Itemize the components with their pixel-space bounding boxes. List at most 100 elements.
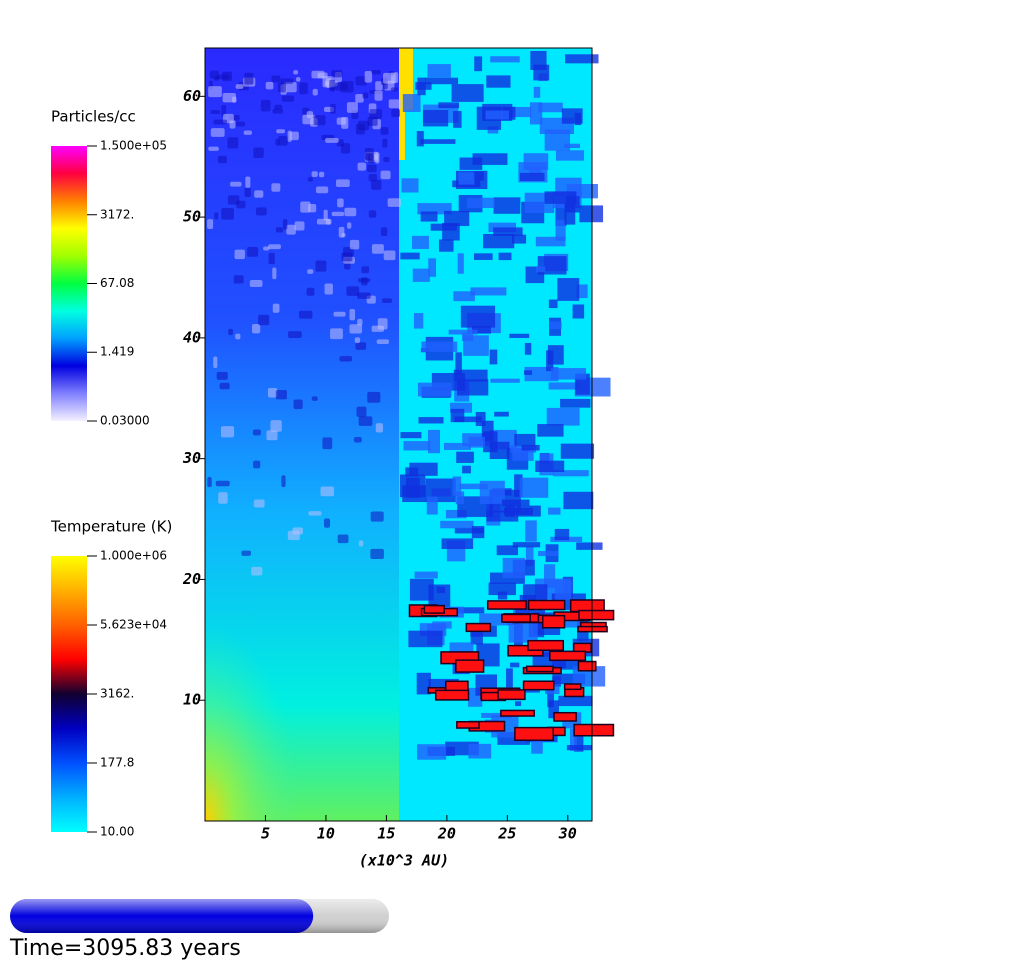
cell-pattern (548, 382, 581, 390)
cell-pattern (417, 744, 447, 760)
x-tick-label: 10 (317, 825, 335, 843)
cell-pattern (367, 116, 378, 126)
colorbar-tick-label: 1.419 (100, 345, 134, 359)
cell-pattern (364, 70, 373, 83)
colorbar (51, 146, 87, 421)
cell-pattern (490, 378, 520, 383)
cell-pattern (336, 117, 347, 125)
cell-pattern (361, 277, 368, 286)
cell-pattern (558, 695, 593, 707)
cell-pattern (235, 121, 246, 127)
cell-pattern (400, 252, 420, 260)
shock-cell (525, 665, 554, 673)
cell-pattern (247, 246, 259, 257)
cell-pattern (409, 578, 434, 601)
cell-pattern (244, 72, 254, 85)
shock-cell (501, 613, 531, 623)
cell-pattern (272, 108, 283, 114)
cell-pattern (489, 441, 510, 459)
cell-pattern (531, 740, 543, 754)
cell-pattern (497, 591, 508, 600)
cell-pattern (210, 128, 225, 137)
cell-pattern (358, 416, 373, 426)
cell-pattern (576, 284, 588, 299)
cell-pattern (535, 460, 565, 473)
cell-pattern (216, 371, 228, 380)
cell-pattern (560, 398, 591, 408)
cell-pattern (453, 369, 488, 382)
cell-pattern (457, 253, 464, 274)
cell-pattern (299, 310, 313, 319)
cell-pattern (271, 75, 281, 83)
cell-pattern (441, 538, 474, 549)
cell-pattern (555, 177, 582, 196)
cell-pattern (438, 102, 460, 109)
cell-pattern (260, 99, 271, 112)
cell-pattern (493, 197, 521, 214)
cell-pattern (525, 520, 537, 542)
cell-pattern (557, 278, 580, 301)
cell-pattern (230, 181, 242, 187)
cell-pattern (365, 153, 374, 162)
cell-pattern (277, 82, 287, 93)
cell-pattern (268, 252, 275, 265)
cell-pattern (370, 548, 384, 559)
cell-pattern (548, 299, 558, 309)
cell-pattern (421, 341, 458, 352)
cell-pattern (418, 417, 444, 424)
cell-pattern (208, 86, 222, 98)
cell-pattern (292, 527, 304, 535)
x-tick-label: 5 (261, 825, 270, 843)
cell-pattern (253, 499, 265, 508)
cell-pattern (275, 389, 287, 400)
cell-pattern (390, 87, 399, 92)
shock-cell (514, 726, 554, 742)
cell-pattern (234, 249, 245, 260)
cell-pattern (512, 542, 541, 548)
cell-pattern (213, 356, 218, 369)
cell-pattern (270, 420, 282, 432)
cell-pattern (552, 658, 586, 670)
cell-pattern (508, 619, 538, 643)
cell-pattern (268, 244, 281, 250)
cell-pattern (456, 451, 474, 463)
cell-pattern (486, 510, 519, 522)
cell-pattern (448, 329, 478, 335)
cell-pattern (470, 287, 507, 296)
cell-pattern (355, 76, 367, 86)
cell-pattern (453, 111, 462, 128)
cell-pattern (356, 406, 367, 417)
cell-pattern (485, 110, 509, 120)
cell-pattern (430, 223, 457, 231)
cell-pattern (265, 81, 274, 90)
cell-pattern (311, 70, 325, 79)
cell-pattern (403, 441, 431, 451)
cell-pattern (529, 102, 543, 125)
cell-pattern (207, 476, 212, 488)
colorbar-tick-label: 67.08 (100, 276, 134, 290)
cell-pattern (417, 203, 452, 215)
cell-pattern (498, 252, 512, 261)
cell-pattern (281, 95, 295, 102)
cell-pattern (241, 550, 251, 556)
cell-pattern (355, 94, 364, 103)
cell-pattern (459, 483, 488, 490)
cell-pattern (572, 304, 585, 319)
cell-pattern (341, 232, 346, 238)
colorbar-tick-label: 10.00 (100, 825, 134, 839)
cell-pattern (306, 111, 314, 119)
cell-pattern (514, 701, 522, 706)
cell-pattern (548, 507, 561, 515)
y-tick-label: 60 (183, 87, 201, 105)
cell-pattern (450, 402, 473, 413)
cell-pattern (514, 474, 523, 497)
cell-pattern (412, 268, 430, 282)
cell-pattern (460, 305, 496, 328)
cell-pattern (369, 109, 383, 119)
shock-cell (445, 680, 469, 692)
cell-pattern (357, 162, 367, 171)
cell-pattern (555, 219, 566, 241)
cell-pattern (357, 318, 363, 326)
cell-pattern (315, 186, 329, 194)
cell-pattern (371, 244, 384, 254)
